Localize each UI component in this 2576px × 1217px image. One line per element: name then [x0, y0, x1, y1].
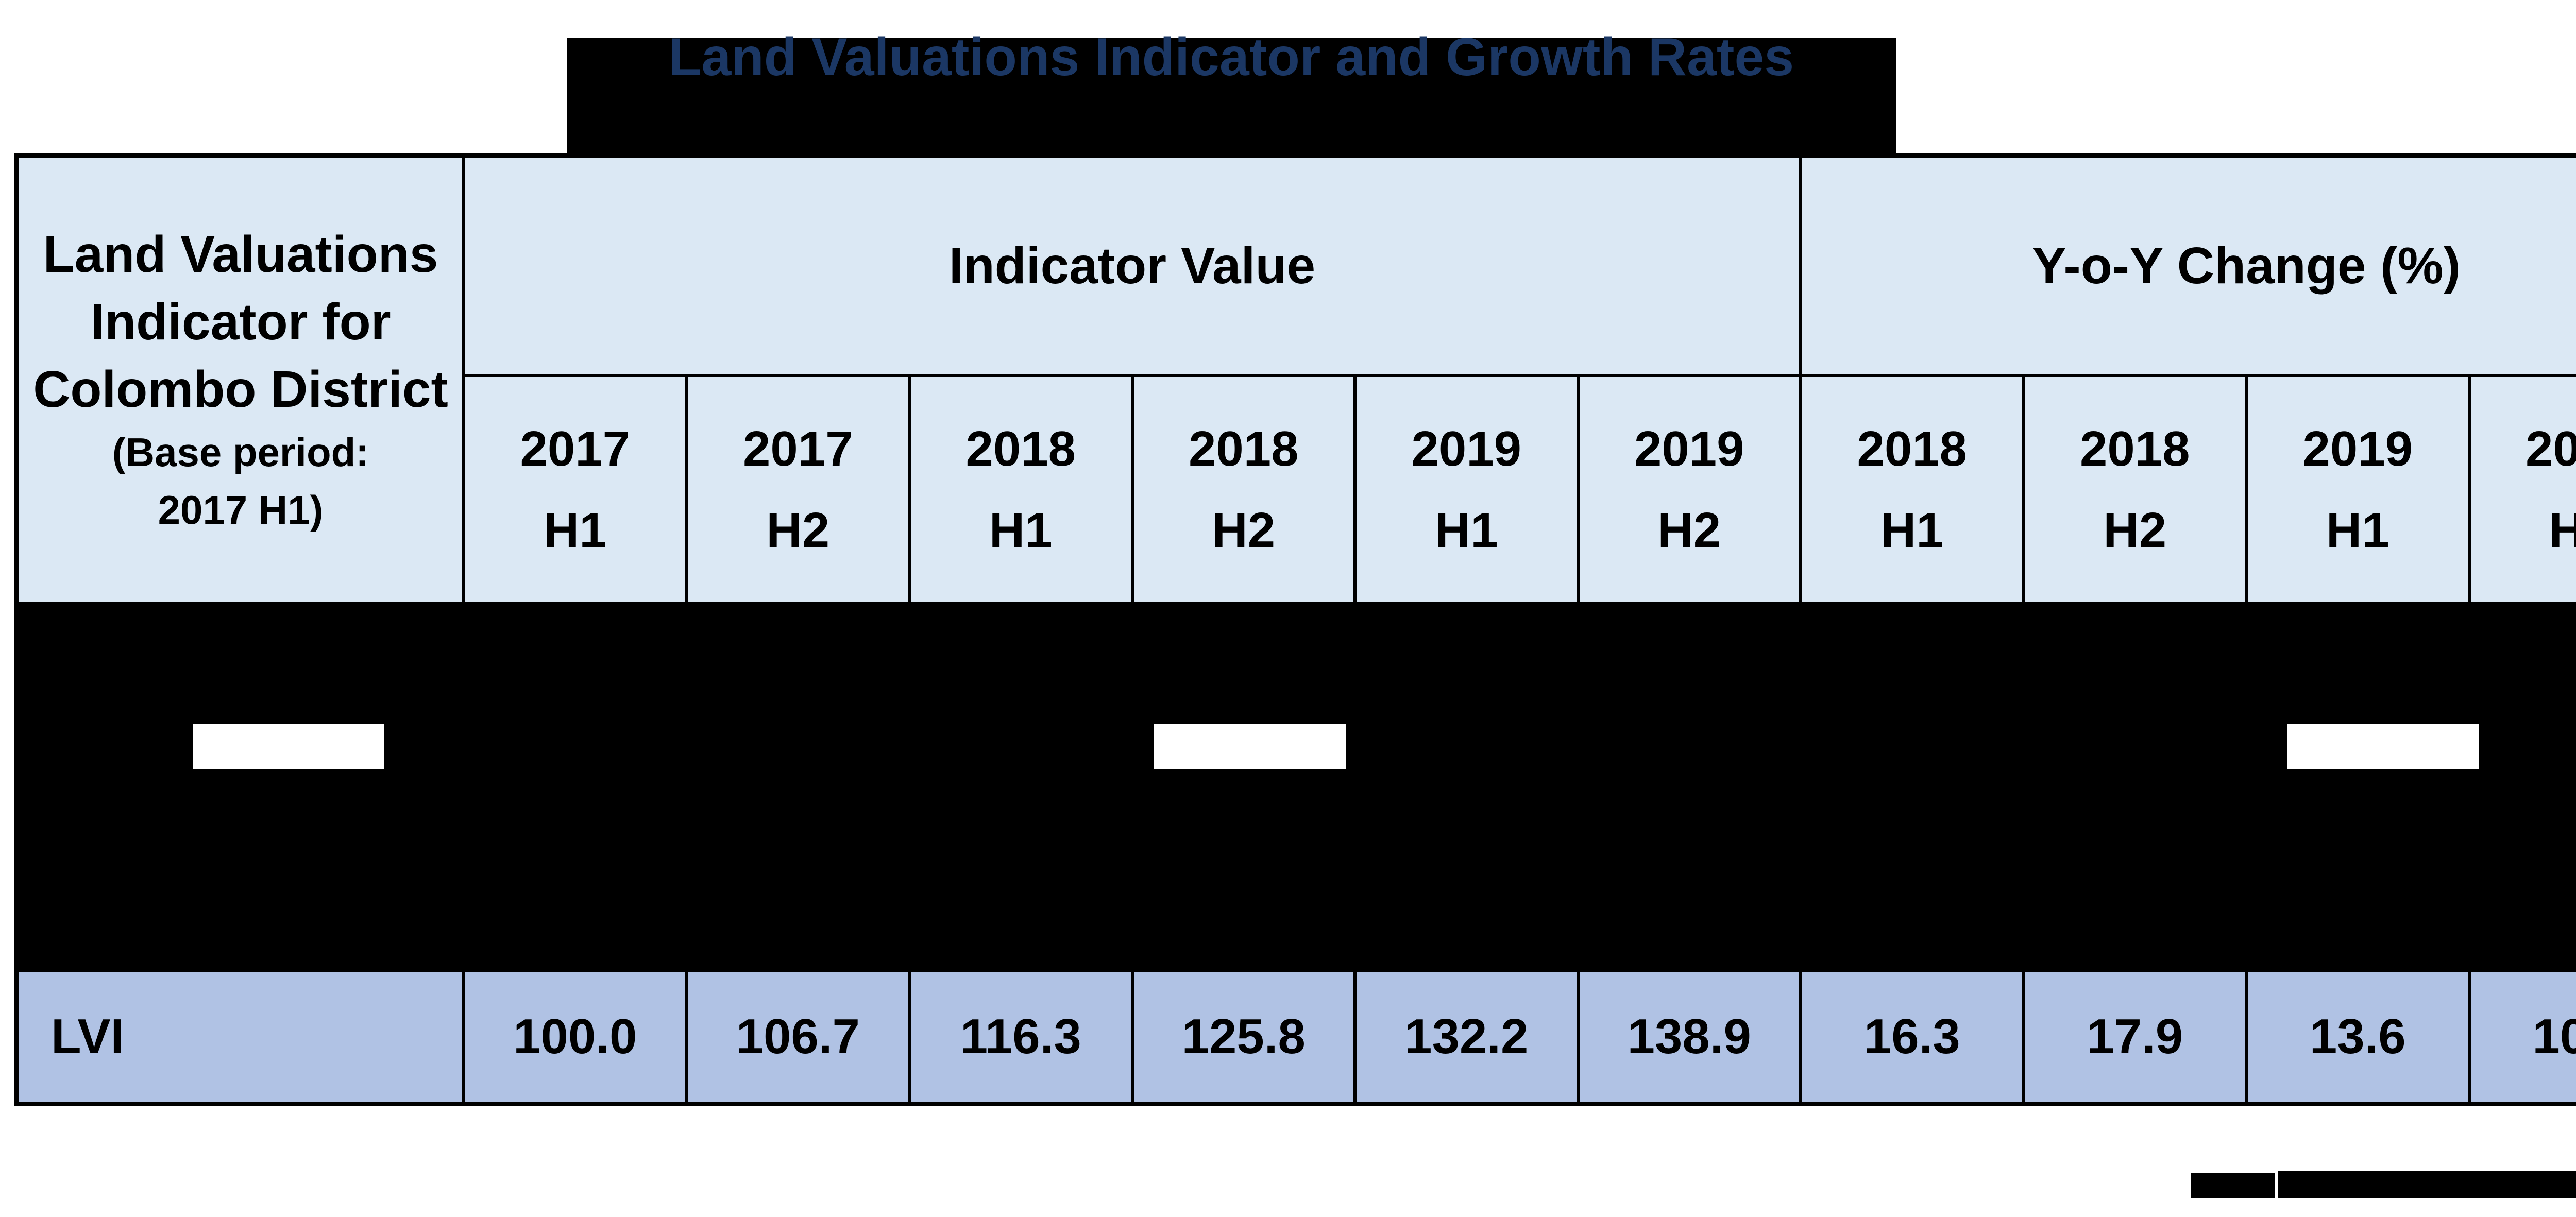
redaction-box	[2287, 724, 2479, 769]
redaction-box	[1154, 724, 1346, 769]
row-header-cell: Land Valuations Indicator for Colombo Di…	[19, 158, 462, 602]
redaction-box	[193, 724, 384, 769]
period-header-cell: 2018 H1	[1802, 377, 2022, 602]
period-header-cell: 2017 H1	[465, 377, 685, 602]
redacted-note-bar-large	[2278, 1171, 2576, 1198]
data-value-cell: 10.4	[2470, 972, 2576, 1102]
period-header-cell: 2019 H1	[1357, 377, 1577, 602]
data-value-cell: 138.9	[1579, 972, 1799, 1102]
period-header-cell: 2019 H2	[1579, 377, 1799, 602]
redacted-data-rows	[19, 605, 2576, 969]
redacted-note-bar-small	[2191, 1173, 2275, 1198]
group-header-yoy-change: Y-o-Y Change (%)	[1802, 158, 2576, 374]
title-black-box: Land Valuations Indicator and Growth Rat…	[567, 27, 1896, 153]
data-value-cell: 125.8	[1133, 972, 1353, 1102]
data-value-cell: 17.9	[2025, 972, 2245, 1102]
period-header-cell: 2019 H2	[2470, 377, 2576, 602]
period-header-cell: 2018 H2	[2025, 377, 2245, 602]
data-value-cell: 16.3	[1802, 972, 2022, 1102]
row-header-title: Land Valuations Indicator for Colombo Di…	[33, 226, 448, 418]
lvi-table: Land Valuations Indicator for Colombo Di…	[14, 153, 2576, 1106]
data-row-label: LVI	[19, 972, 462, 1102]
group-header-indicator-value: Indicator Value	[465, 158, 1799, 374]
data-value-cell: 116.3	[911, 972, 1131, 1102]
row-header-subtitle: (Base period: 2017 H1)	[112, 430, 369, 533]
data-value-cell: 100.0	[465, 972, 685, 1102]
page-title: Land Valuations Indicator and Growth Rat…	[668, 27, 1794, 87]
period-header-cell: 2018 H1	[911, 377, 1131, 602]
period-header-cell: 2018 H2	[1133, 377, 1353, 602]
period-header-cell: 2019 H1	[2248, 377, 2468, 602]
data-value-cell: 106.7	[688, 972, 908, 1102]
period-header-cell: 2017 H2	[688, 377, 908, 602]
data-value-cell: 13.6	[2248, 972, 2468, 1102]
data-value-cell: 132.2	[1357, 972, 1577, 1102]
